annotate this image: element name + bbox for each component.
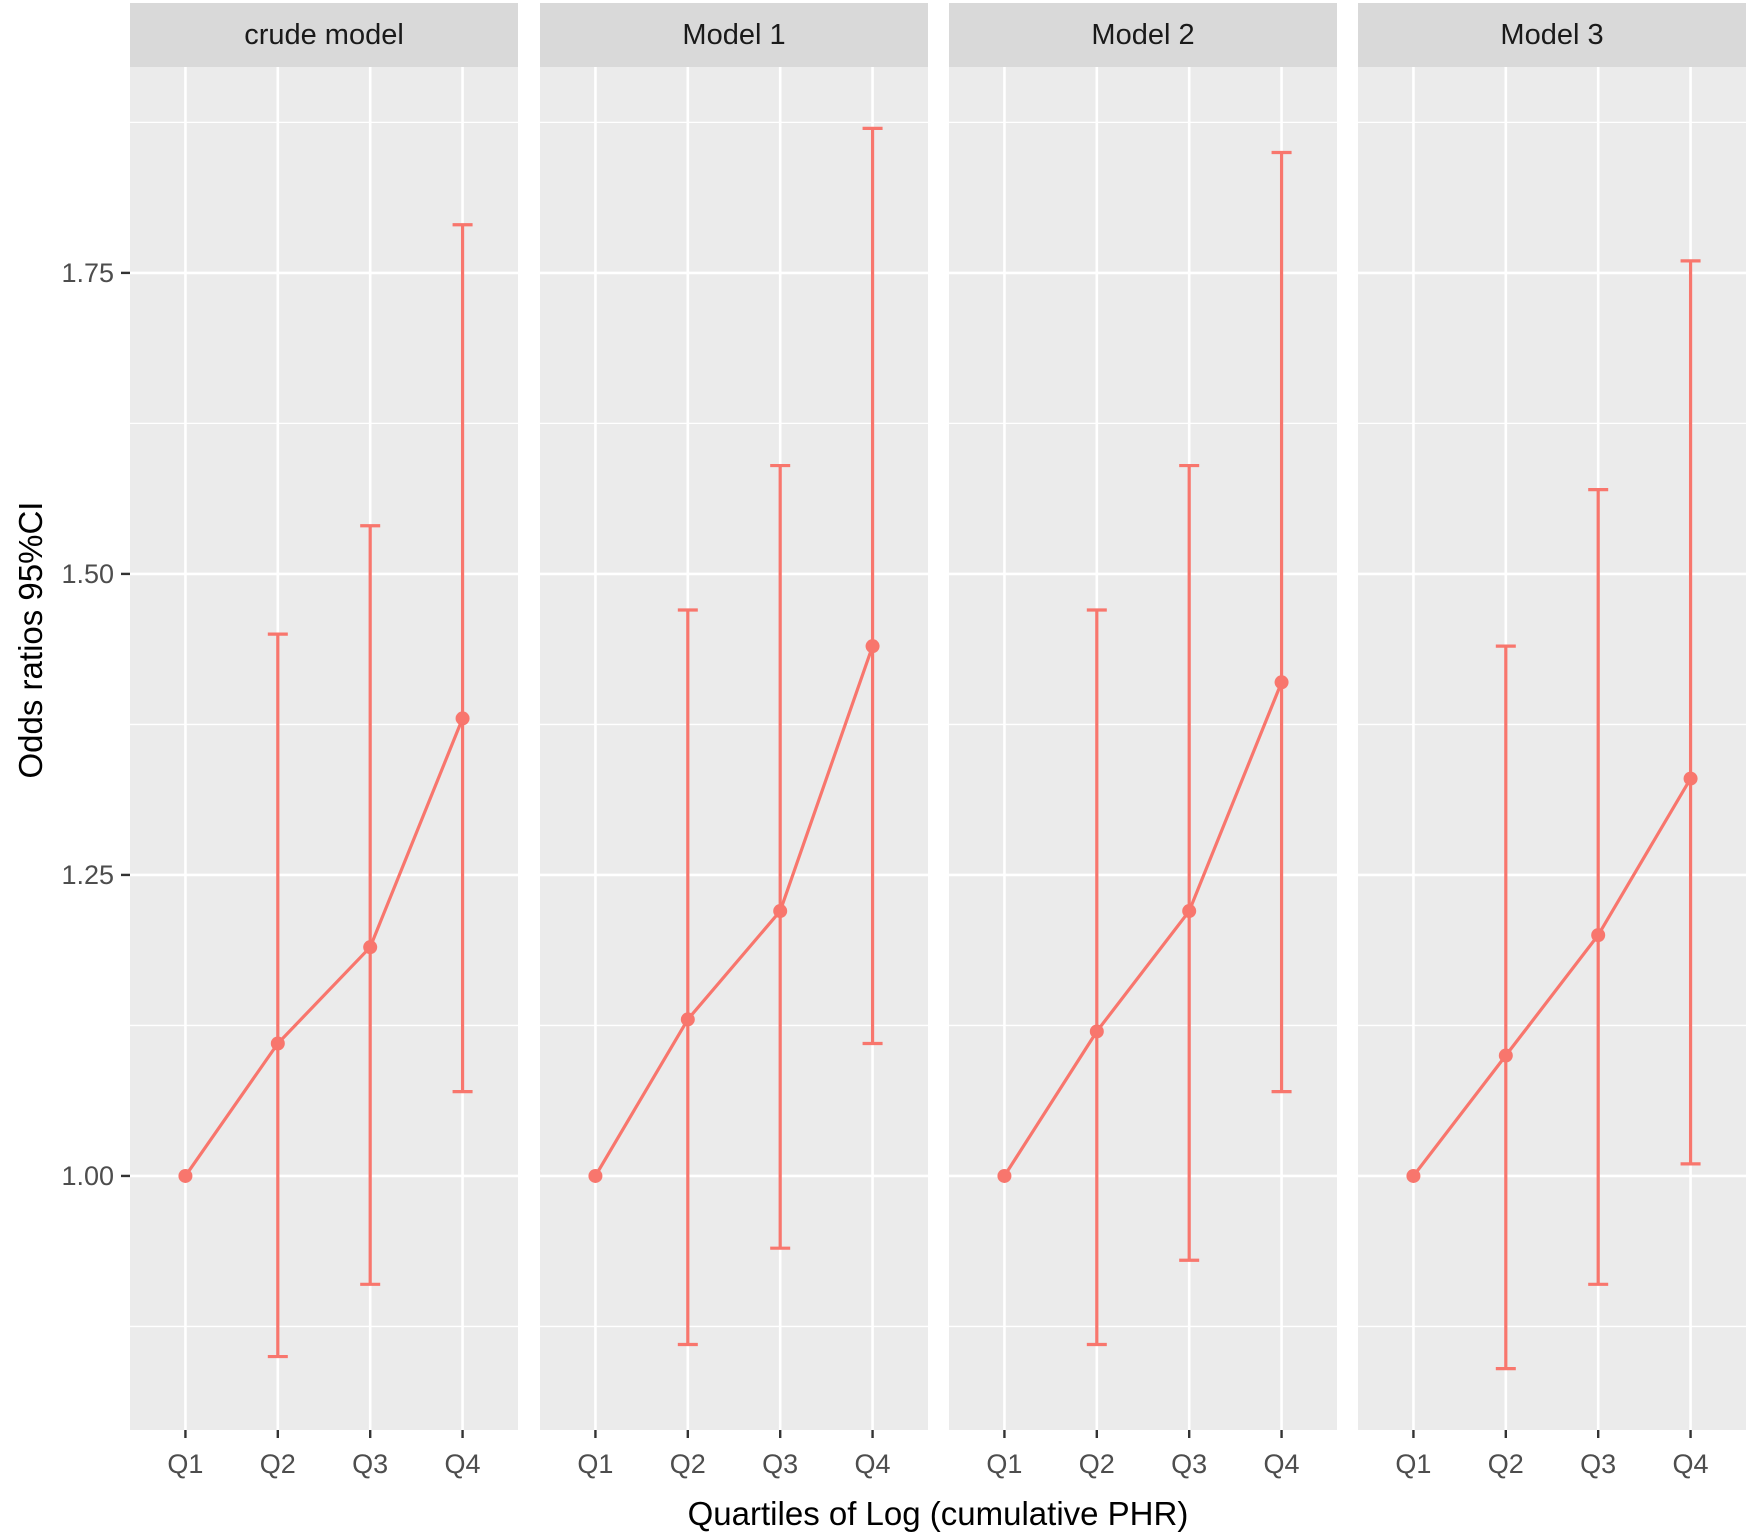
error-bar: [770, 463, 791, 1250]
x-tick-label: Q4: [1264, 1449, 1300, 1479]
x-tick-label: Q3: [762, 1449, 798, 1479]
facet-strip: [130, 3, 518, 67]
x-tick-label: Q4: [445, 1449, 481, 1479]
x-tick-label: Q2: [1079, 1449, 1115, 1479]
facet-strip: [949, 3, 1337, 67]
or-point: [588, 1168, 603, 1183]
or-point: [865, 639, 880, 654]
error-bar: [1271, 150, 1292, 1094]
x-tick-label: Q1: [986, 1449, 1022, 1479]
panel-background: [130, 67, 518, 1430]
facet-strip: [540, 3, 928, 67]
x-tick-label: Q3: [1171, 1449, 1207, 1479]
or-line: [184, 717, 465, 1177]
x-tick-label: Q4: [1673, 1449, 1709, 1479]
or-point: [178, 1168, 193, 1183]
error-bar: [677, 608, 698, 1347]
facet-panel-2: Model 2 Q1 Q2 Q3 Q4: [949, 3, 1337, 1479]
x-tick-label: Q2: [1488, 1449, 1524, 1479]
or-line: [594, 645, 875, 1177]
x-tick-label: Q3: [352, 1449, 388, 1479]
or-point: [1498, 1048, 1513, 1063]
or-line: [1003, 681, 1284, 1177]
or-point: [363, 940, 378, 955]
facet-strip-label: Model 1: [682, 19, 785, 51]
or-point: [1591, 928, 1606, 943]
panel-background: [949, 67, 1337, 1430]
error-bar: [360, 524, 381, 1286]
error-bar: [1495, 644, 1516, 1371]
facet-panel-0: crude model Q1 Q2 Q3 Q4: [130, 3, 518, 1479]
y-axis: 1.00 1.25 1.50 1.75: [61, 258, 130, 1191]
x-axis-title: Quartiles of Log (cumulative PHR): [688, 1495, 1189, 1532]
x-tick-label: Q1: [577, 1449, 613, 1479]
x-tick-label: Q2: [670, 1449, 706, 1479]
x-tick-label: Q1: [167, 1449, 203, 1479]
error-bar: [1680, 259, 1701, 1166]
or-point: [1182, 904, 1197, 919]
panel-background: [1358, 67, 1746, 1430]
or-point: [997, 1168, 1012, 1183]
or-point: [270, 1036, 285, 1051]
facet-strip: [1358, 3, 1746, 67]
or-line: [1412, 777, 1692, 1177]
error-bar: [1086, 608, 1107, 1347]
error-bar: [862, 126, 883, 1046]
x-tick-label: Q4: [855, 1449, 891, 1479]
y-tick-label: 1.25: [61, 860, 114, 890]
y-tick-label: 1.50: [61, 559, 114, 589]
or-point: [773, 904, 788, 919]
x-tick-label: Q1: [1395, 1449, 1431, 1479]
x-tick-label: Q2: [260, 1449, 296, 1479]
facet-panel-3: Model 3 Q1 Q2 Q3 Q4: [1358, 3, 1746, 1479]
y-tick-label: 1.75: [61, 258, 114, 288]
y-tick-label: 1.00: [61, 1161, 114, 1191]
facet-strip-label: Model 2: [1091, 19, 1194, 51]
or-point: [1683, 771, 1698, 786]
or-point: [680, 1012, 695, 1027]
or-point: [1406, 1168, 1421, 1183]
facet-strip-label: crude model: [244, 19, 404, 51]
facet-strip-label: Model 3: [1500, 19, 1603, 51]
x-tick-label: Q3: [1580, 1449, 1616, 1479]
facet-panel-1: Model 1 Q1 Q2 Q3 Q4: [540, 3, 928, 1479]
y-axis-title: Odds ratios 95%CI: [12, 502, 49, 779]
error-bar: [1179, 463, 1200, 1262]
or-point: [455, 711, 470, 726]
panel-background: [540, 67, 928, 1430]
error-bar: [452, 223, 473, 1094]
or-point: [1274, 675, 1289, 690]
error-bar: [267, 632, 288, 1359]
or-point: [1089, 1024, 1104, 1039]
error-bar: [1588, 488, 1609, 1286]
